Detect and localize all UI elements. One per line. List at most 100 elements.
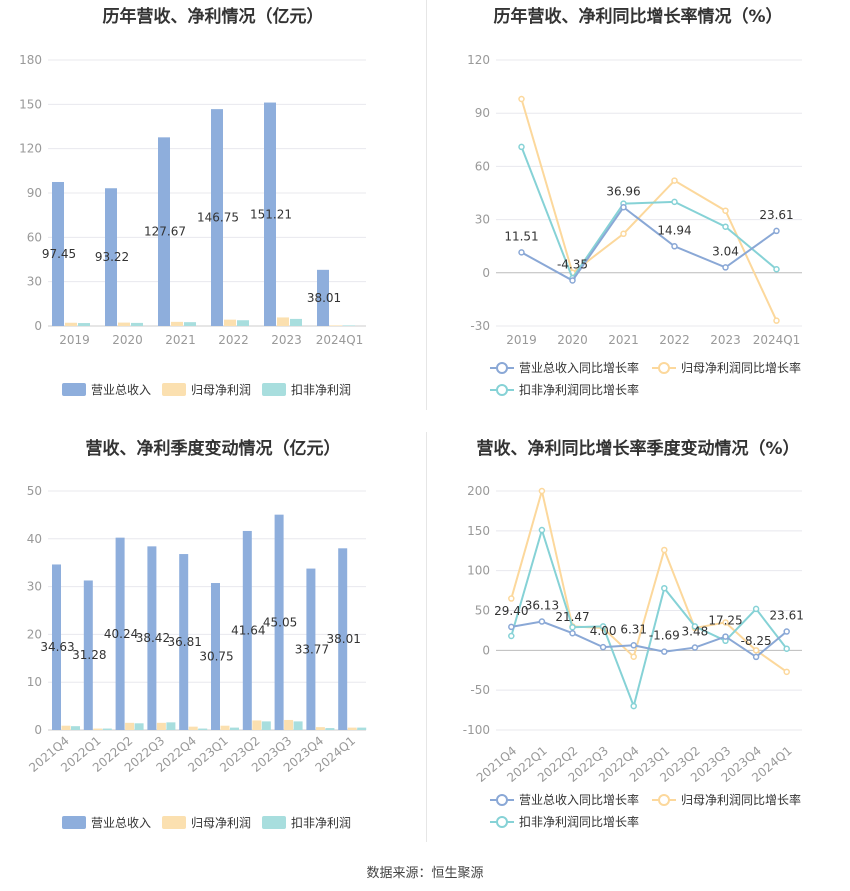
legend-label: 营业总收入	[91, 383, 151, 397]
x-tick-label: 2024Q1	[753, 333, 801, 347]
data-label: 3.04	[712, 244, 739, 258]
legend-swatch	[62, 383, 86, 396]
line-point	[773, 317, 780, 324]
y-tick-label: 30	[27, 275, 42, 289]
bar-revenue	[274, 514, 284, 730]
bar-deducted-profit	[102, 728, 112, 730]
bar-deducted-profit	[293, 721, 303, 730]
line-point	[671, 243, 678, 250]
line-point	[508, 595, 515, 602]
legend-swatch-marker	[496, 816, 508, 828]
annual-growth-rate-chart: 历年营收、净利同比增长率情况（%） -30 0 30 60 90 120 2019 2020 2…	[426, 0, 850, 410]
y-tick-label: 90	[27, 186, 42, 200]
bar-deducted-profit	[71, 726, 80, 730]
bar-revenue	[52, 564, 61, 730]
line-point	[538, 618, 546, 625]
data-label: 23.61	[770, 609, 804, 623]
data-label: 36.96	[606, 184, 640, 198]
bar-net-profit	[156, 722, 166, 730]
data-label: 38.01	[307, 291, 341, 305]
legend-swatch-marker	[496, 384, 508, 396]
chart-title: 历年营收、净利情况（亿元）	[102, 7, 324, 27]
line-point	[783, 628, 790, 635]
line-deducted-profit-growth	[520, 146, 778, 281]
legend-swatch	[162, 816, 186, 829]
line-point	[599, 623, 607, 630]
legend-swatch	[62, 816, 86, 829]
line-deducted-profit-growth	[510, 526, 788, 710]
bar-deducted-profit	[343, 325, 355, 326]
bar-revenue	[147, 546, 157, 730]
legend-label: 归母净利润	[191, 383, 251, 397]
chart-title: 历年营收、净利同比增长率情况（%）	[493, 7, 783, 27]
legend-label: 扣非净利润	[291, 816, 351, 830]
data-label: 30.75	[199, 650, 233, 664]
y-tick-label: 0	[482, 643, 490, 657]
legend-label: 营业总收入	[91, 816, 151, 830]
data-label: 11.51	[504, 229, 538, 243]
line-point	[538, 526, 546, 534]
line-point	[773, 266, 780, 273]
panel-divider	[426, 0, 427, 410]
data-label: 93.22	[95, 250, 129, 264]
annual-revenue-profit-chart: 历年营收、净利情况（亿元） 0 30 60 90 120 150 180 2019 97.45 2…	[0, 0, 426, 410]
line-point	[569, 623, 576, 631]
line-point	[630, 642, 637, 649]
data-label: 33.77	[295, 642, 329, 656]
y-tick-label: 10	[27, 675, 42, 689]
line-point	[722, 619, 729, 626]
legend-label: 营业总收入同比增长率	[519, 792, 639, 807]
data-label: 21.47	[555, 610, 589, 624]
line-revenue-growth	[511, 620, 788, 659]
bar-revenue	[105, 188, 117, 326]
bar-revenue	[115, 537, 125, 730]
y-tick-label: 50	[475, 604, 490, 618]
line-point	[518, 249, 525, 256]
bar-net-profit	[125, 722, 135, 730]
bar-net-profit	[315, 727, 325, 730]
legend-label: 扣非净利润同比增长率	[519, 382, 639, 397]
data-label: 3.48	[682, 625, 709, 639]
line-net-profit-growth	[520, 98, 778, 322]
line-point	[661, 546, 668, 554]
x-tick-label: 2020	[112, 333, 143, 347]
line-point	[773, 227, 780, 235]
bar-net-profit	[224, 319, 236, 326]
legend-swatch-marker	[658, 362, 670, 374]
bar-deducted-profit	[198, 728, 208, 730]
data-label: 36.13	[525, 599, 559, 613]
y-tick-label: 120	[19, 142, 42, 156]
line-point	[752, 653, 760, 661]
bar-net-profit	[118, 322, 130, 326]
bar-net-profit	[220, 725, 230, 730]
bar-revenue	[179, 554, 189, 730]
line-point	[569, 277, 576, 284]
chart-svg: 0 30 60 90 120 150 180 2019 97.45 2020 93.22 2021 12…	[19, 53, 366, 397]
data-label: 14.94	[657, 223, 691, 237]
line-point	[783, 645, 790, 652]
y-tick-label: 0	[34, 723, 42, 737]
legend-swatch	[262, 383, 286, 396]
y-tick-label: -100	[463, 723, 490, 737]
data-label: 34.63	[40, 640, 74, 654]
legend-label: 扣非净利润同比增长率	[519, 814, 639, 829]
bar-deducted-profit	[237, 320, 249, 326]
chart-svg: -30 0 30 60 90 120 2019 2020 2021 2022 2023 2024Q1 1…	[467, 53, 802, 397]
bar-deducted-profit	[325, 728, 335, 730]
bar-deducted-profit	[78, 323, 90, 326]
y-tick-label: 150	[19, 97, 42, 111]
line-point	[518, 143, 525, 151]
y-tick-label: 60	[475, 159, 490, 173]
chart-svg: 010203040502021Q434.632022Q131.282022Q24…	[26, 484, 367, 830]
bar-net-profit	[347, 727, 357, 730]
bar-revenue	[306, 568, 316, 730]
line-point	[620, 204, 627, 211]
data-label: 41.64	[231, 623, 265, 637]
y-tick-label: 30	[475, 213, 490, 227]
line-point	[599, 643, 607, 651]
data-label: 17.25	[708, 614, 742, 628]
y-tick-label: 180	[19, 53, 42, 67]
bar-revenue	[338, 548, 348, 730]
data-label: 38.01	[327, 632, 361, 646]
x-tick-label: 2020	[557, 333, 588, 347]
